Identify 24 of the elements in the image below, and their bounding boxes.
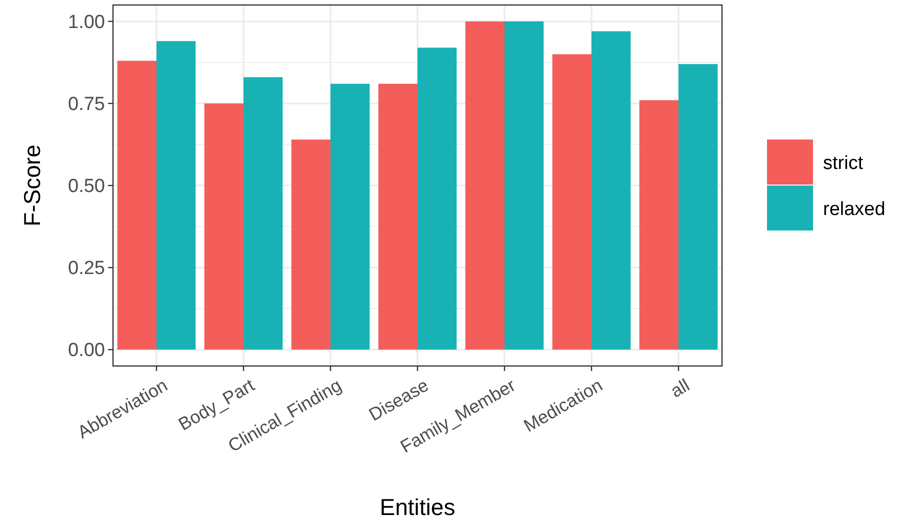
x-tick-label: all	[667, 375, 693, 402]
bar	[552, 54, 592, 350]
bar	[465, 21, 504, 350]
y-tick-label: 0.75	[68, 94, 105, 116]
bar	[592, 31, 631, 350]
bar	[639, 100, 678, 350]
bar	[504, 21, 544, 350]
bar	[330, 84, 370, 350]
bar	[244, 77, 283, 350]
y-tick-label: 0.50	[68, 176, 105, 198]
bar	[117, 60, 156, 350]
bar	[156, 41, 196, 350]
x-axis-title: Entities	[380, 494, 456, 520]
bar	[204, 103, 244, 350]
bar	[291, 140, 330, 350]
y-axis-title: F-Score	[19, 144, 45, 226]
bar	[418, 48, 457, 350]
y-tick-label: 0.25	[68, 258, 105, 280]
y-tick-label: 1.00	[68, 12, 105, 34]
legend-label: relaxed	[823, 199, 886, 220]
bar	[678, 64, 718, 350]
bar	[378, 84, 418, 350]
legend-label: strict	[823, 153, 864, 174]
y-tick-label: 0.00	[68, 340, 105, 362]
